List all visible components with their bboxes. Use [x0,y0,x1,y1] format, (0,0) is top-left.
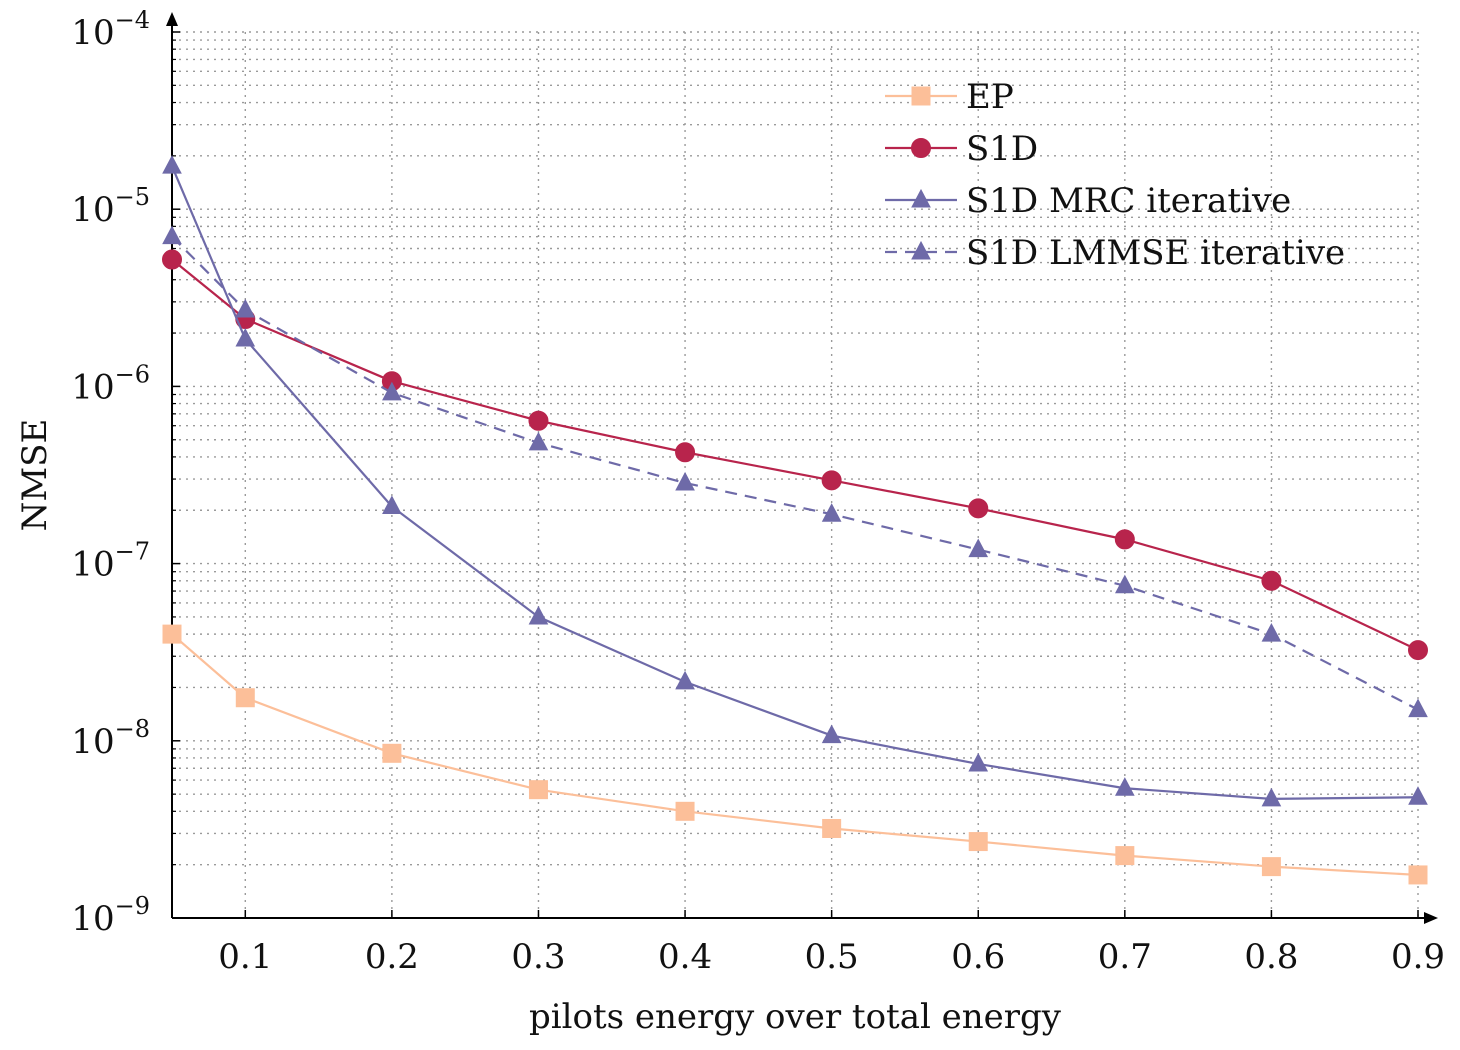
legend-label: S1D LMMSE iterative [966,233,1345,273]
series-line [171,258,1419,652]
data-point [1261,857,1281,877]
data-point [1114,574,1135,594]
x-tick-label: 0.3 [511,937,565,977]
y-tick-label: 10−6 [71,360,150,407]
data-point [235,298,256,318]
x-tick-label: 0.5 [805,937,859,977]
x-tick-label: 0.1 [218,937,272,977]
legend-item: S1D MRC iterative [885,181,1291,221]
data-point [968,538,989,558]
data-point [821,724,842,744]
data-point [1261,570,1282,591]
y-tick-label: 10−7 [71,538,150,585]
data-point [968,752,989,772]
y-tick-label: 10−5 [71,183,150,230]
legend-item: S1D [885,129,1038,169]
data-point [822,818,842,838]
data-point [675,471,695,491]
legend-marker [911,138,931,158]
legend-label: S1D [966,129,1038,169]
legend-item: EP [885,77,1014,117]
data-point [382,381,402,401]
data-point [235,327,256,347]
y-tick-label: 10−9 [71,892,150,939]
data-point [162,155,182,174]
data-point [675,670,695,690]
legend-item: S1D LMMSE iterative [885,233,1345,273]
data-point [528,410,549,431]
data-point [528,431,549,451]
legend-marker [911,188,931,208]
y-axis-title: NMSE [15,419,55,532]
data-point [382,743,402,763]
grid [172,31,1419,918]
series-s1d [162,249,1428,661]
data-point [1408,786,1428,805]
series-ep [162,624,1428,885]
data-point [1115,846,1135,866]
legend: EP S1D S1D MRC iterative S1D LMMSE iterativ… [885,77,1345,273]
data-point [1408,865,1428,885]
data-point [382,495,402,515]
y-tick-label: 10−4 [71,6,150,53]
data-point [162,624,182,644]
x-tick-label: 0.7 [1098,937,1152,977]
series-line [170,165,1419,801]
data-point [821,503,842,522]
x-tick-label: 0.2 [365,937,419,977]
x-tick-label: 0.4 [658,937,712,977]
x-tick-label: 0.9 [1391,937,1445,977]
series-line [171,235,1419,711]
data-point [162,225,182,245]
data-point [675,442,696,463]
data-point [1408,698,1428,718]
data-point [1114,529,1135,550]
x-tick-label: 0.8 [1244,937,1298,977]
data-point [1408,640,1428,661]
y-ticks: 10−9 10−8 10−7 10−6 10−5 10−4 [71,6,180,939]
data-point [1114,777,1135,796]
x-ticks: 0.1 0.2 0.3 0.4 0.5 0.6 0.7 0.8 0.9 [218,910,1445,977]
data-point [821,470,842,491]
data-point [1261,787,1282,807]
legend-label: EP [966,77,1014,117]
data-point [162,249,182,270]
x-axis-title: pilots energy over total energy [529,997,1062,1037]
y-axis-arrow [166,12,178,26]
data-point [1261,623,1282,642]
legend-marker [911,240,931,260]
data-point [968,832,988,852]
data-point [235,688,255,708]
legend-marker [911,86,931,106]
series-s1d-mrc-iterative [162,155,1428,807]
legend-label: S1D MRC iterative [966,181,1291,221]
series-line [171,633,1419,877]
series [162,155,1428,885]
data-point [968,498,989,519]
y-tick-label: 10−8 [71,715,150,762]
data-point [528,605,549,625]
data-point [528,780,548,800]
series-s1d-lmmse-iterative [162,225,1428,718]
data-point [675,801,695,821]
x-axis-arrow [1424,912,1438,924]
x-tick-label: 0.6 [951,937,1005,977]
